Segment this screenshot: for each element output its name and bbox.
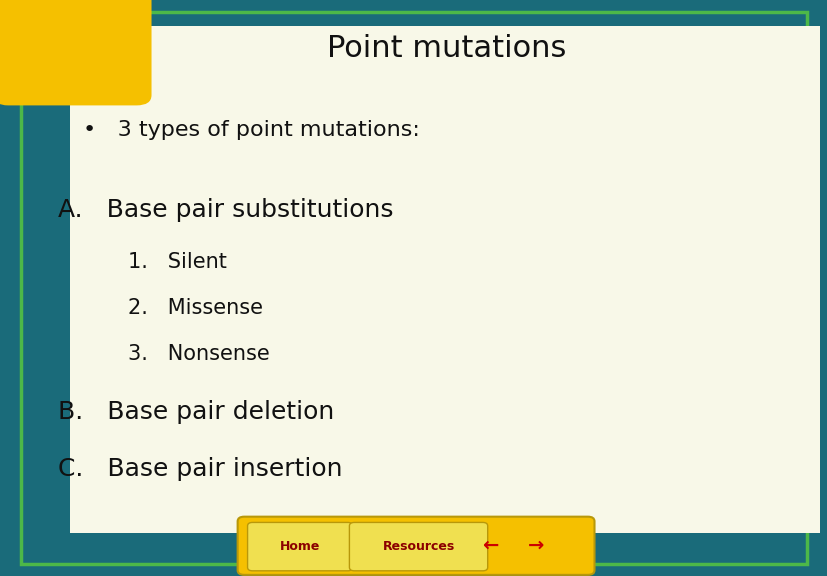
Text: 2.   Missense: 2. Missense	[128, 298, 263, 318]
Text: •   3 types of point mutations:: • 3 types of point mutations:	[83, 120, 419, 139]
Text: A.   Base pair substitutions: A. Base pair substitutions	[58, 198, 393, 222]
Text: ←: ←	[481, 536, 498, 555]
Text: 1.   Silent: 1. Silent	[128, 252, 227, 272]
Text: →: →	[528, 536, 544, 555]
Text: Home: Home	[280, 540, 320, 553]
Text: 3.   Nonsense: 3. Nonsense	[128, 344, 270, 364]
Text: Resources: Resources	[382, 540, 454, 553]
FancyBboxPatch shape	[237, 517, 594, 575]
Text: B.   Base pair deletion: B. Base pair deletion	[58, 400, 334, 424]
FancyBboxPatch shape	[70, 26, 819, 533]
FancyBboxPatch shape	[0, 0, 151, 105]
FancyBboxPatch shape	[349, 522, 487, 571]
Text: Point mutations: Point mutations	[327, 35, 566, 63]
Text: C.   Base pair insertion: C. Base pair insertion	[58, 457, 342, 482]
FancyBboxPatch shape	[247, 522, 352, 571]
